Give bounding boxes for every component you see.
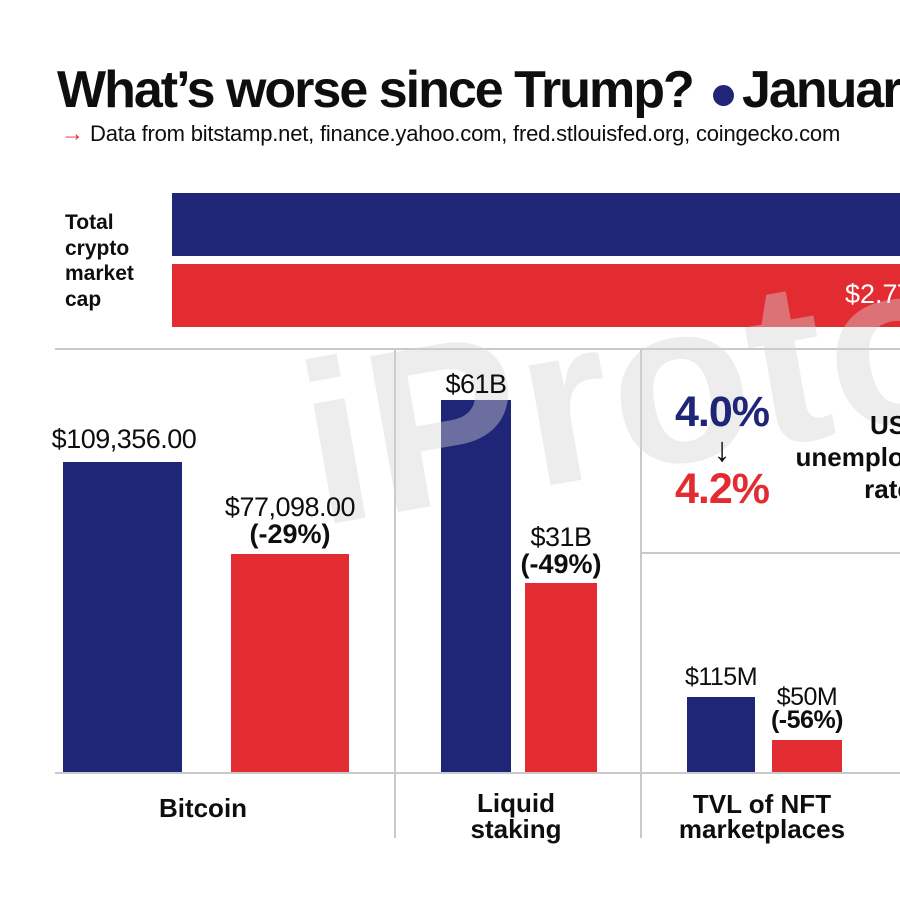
- axis-baseline: [55, 772, 900, 774]
- unemployment-label-line: US: [869, 410, 900, 440]
- bitcoin-current-value: $77,098.00: [224, 492, 356, 522]
- liquid-staking-axis-line: Liquid: [477, 788, 555, 818]
- bitcoin-current-change: (-29%): [249, 519, 331, 549]
- bitcoin-axis-label: Bitcoin: [158, 793, 248, 823]
- unemployment-january-value: 4.0%: [674, 388, 770, 436]
- legend-january-label: January: [742, 61, 900, 119]
- legend-dot-icon: [713, 85, 734, 106]
- liquid-staking-current-value: $31B: [530, 522, 592, 552]
- market-cap-january-bar: [172, 193, 900, 256]
- market-cap-label-line: crypto: [65, 236, 130, 260]
- market-cap-label-line: market: [65, 262, 134, 285]
- bitcoin-january-bar: [63, 462, 182, 772]
- nft-tvl-january-bar: [687, 697, 755, 772]
- liquid-staking-axis-label: Liquid staking: [416, 788, 616, 844]
- divider-vertical-1: [394, 348, 396, 838]
- source-arrow-icon: →: [61, 120, 84, 146]
- liquid-staking-january-value: $61B: [445, 369, 507, 399]
- unemployment-label-line: unemployment: [795, 442, 900, 472]
- nft-tvl-current-change: (-56%): [770, 706, 844, 734]
- market-cap-label-line: cap: [65, 287, 102, 311]
- unemployment-current-value: 4.2%: [674, 465, 770, 513]
- liquid-staking-january-bar: [441, 400, 511, 772]
- down-arrow-icon: ↓: [713, 431, 731, 469]
- divider-top: [55, 348, 900, 350]
- bitcoin-current-bar: [231, 554, 349, 772]
- liquid-staking-axis-line: staking: [470, 813, 562, 844]
- liquid-staking-current-label: $31B (-49%): [491, 524, 631, 578]
- liquid-staking-current-bar: [525, 583, 597, 772]
- nft-tvl-axis-line: marketplaces: [678, 813, 846, 844]
- divider-middle-right: [640, 552, 900, 554]
- page-title: What’s worse since Trump?: [57, 61, 695, 119]
- nft-tvl-january-value: $115M: [684, 663, 758, 691]
- source-line: Data from bitstamp.net, finance.yahoo.co…: [90, 121, 841, 146]
- unemployment-label: US unemployment rate: [738, 409, 900, 505]
- nft-tvl-current-bar: [772, 740, 842, 772]
- nft-tvl-current-label: $50M (-56%): [737, 683, 877, 734]
- liquid-staking-current-change: (-49%): [520, 549, 602, 579]
- market-cap-current-bar: $2.7T: [172, 264, 900, 327]
- bitcoin-january-value: $109,356.00: [51, 424, 197, 454]
- nft-tvl-current-value: $50M: [776, 683, 838, 711]
- market-cap-current-value: $2.7T: [845, 279, 900, 309]
- unemployment-label-line: rate: [864, 474, 900, 504]
- divider-vertical-2: [640, 348, 642, 838]
- market-cap-label: Total crypto market cap: [65, 210, 134, 312]
- nft-tvl-axis-line: TVL of NFT: [692, 789, 832, 819]
- bitcoin-current-label: $77,098.00 (-29%): [202, 494, 378, 548]
- market-cap-label-line: Total: [65, 211, 114, 234]
- nft-tvl-axis-label: TVL of NFT marketplaces: [642, 789, 882, 844]
